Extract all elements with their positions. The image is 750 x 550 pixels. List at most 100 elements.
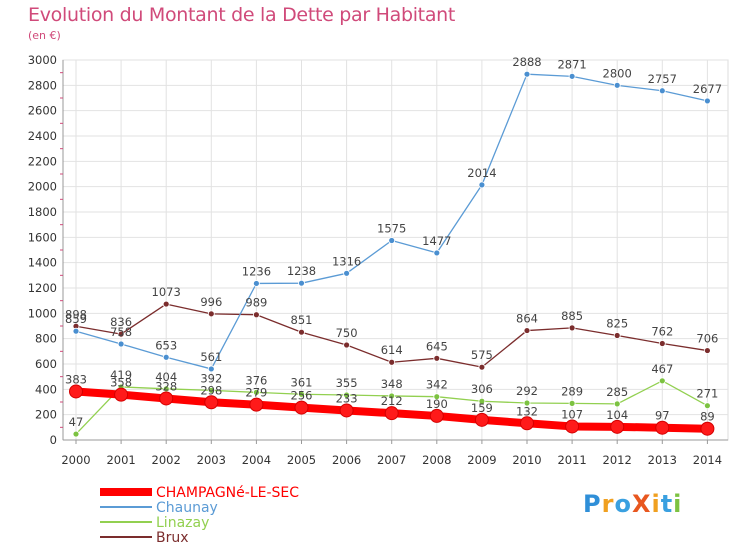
data-label-brux: 1073 bbox=[152, 285, 181, 299]
x-tick-label: 2010 bbox=[512, 453, 541, 467]
data-label-linazay: 47 bbox=[69, 415, 84, 429]
data-label-champagn-le-sec: 256 bbox=[291, 389, 313, 403]
data-point-chaunay bbox=[433, 249, 441, 257]
data-point-brux bbox=[343, 341, 351, 349]
data-label-linazay: 419 bbox=[110, 368, 132, 382]
x-tick-label: 2004 bbox=[242, 453, 271, 467]
data-label-chaunay: 1238 bbox=[287, 264, 316, 278]
proxiti-logo: ProXiti bbox=[583, 490, 682, 518]
data-label-brux: 575 bbox=[471, 348, 493, 362]
data-point-champagn-le-sec bbox=[565, 419, 580, 434]
data-label-brux: 885 bbox=[561, 309, 583, 323]
y-tick-label: 200 bbox=[35, 408, 57, 422]
data-point-brux bbox=[433, 354, 441, 362]
data-label-champagn-le-sec: 279 bbox=[245, 386, 267, 400]
x-tick-label: 2014 bbox=[693, 453, 722, 467]
data-point-champagn-le-sec bbox=[384, 406, 399, 421]
data-label-chaunay: 1236 bbox=[242, 264, 271, 278]
data-label-chaunay: 859 bbox=[65, 312, 87, 326]
data-label-champagn-le-sec: 358 bbox=[110, 376, 132, 390]
data-point-brux bbox=[207, 310, 215, 318]
data-point-linazay bbox=[343, 391, 351, 399]
data-label-brux: 851 bbox=[291, 313, 313, 327]
logo-letter: o bbox=[614, 490, 632, 518]
data-label-brux: 996 bbox=[200, 295, 222, 309]
y-tick-label: 3000 bbox=[28, 53, 57, 67]
data-label-brux: 762 bbox=[651, 324, 673, 338]
data-label-chaunay: 1316 bbox=[332, 254, 361, 268]
logo-letter: i bbox=[651, 490, 661, 518]
y-tick-label: 1000 bbox=[28, 306, 57, 320]
data-label-chaunay: 2871 bbox=[557, 57, 586, 71]
data-point-chaunay bbox=[252, 280, 260, 287]
data-point-brux bbox=[568, 324, 576, 332]
data-point-linazay bbox=[388, 392, 396, 400]
data-label-brux: 645 bbox=[426, 339, 448, 353]
x-tick-label: 2000 bbox=[61, 453, 90, 467]
data-point-champagn-le-sec bbox=[204, 395, 219, 410]
x-tick-label: 2002 bbox=[152, 453, 181, 467]
data-label-brux: 750 bbox=[336, 326, 358, 340]
data-label-chaunay: 758 bbox=[110, 325, 132, 339]
chart-subtitle: (en €) bbox=[28, 29, 61, 42]
data-label-chaunay: 653 bbox=[155, 338, 177, 352]
logo-letter: X bbox=[631, 490, 652, 518]
data-label-chaunay: 2888 bbox=[512, 55, 541, 69]
data-label-linazay: 289 bbox=[561, 384, 583, 398]
data-point-linazay bbox=[72, 430, 80, 438]
data-label-linazay: 355 bbox=[336, 376, 358, 390]
data-label-champagn-le-sec: 159 bbox=[471, 401, 493, 415]
data-point-champagn-le-sec bbox=[249, 397, 264, 412]
data-point-champagn-le-sec bbox=[339, 403, 354, 418]
y-tick-label: 600 bbox=[35, 357, 57, 371]
data-point-brux bbox=[162, 300, 170, 308]
data-label-champagn-le-sec: 104 bbox=[606, 408, 628, 422]
data-label-brux: 825 bbox=[606, 317, 628, 331]
data-label-brux: 614 bbox=[381, 343, 403, 357]
logo-letter: t bbox=[660, 490, 674, 518]
data-point-linazay bbox=[568, 399, 576, 407]
legend-label-linazay: Linazay bbox=[156, 515, 209, 531]
y-tick-label: 1800 bbox=[28, 205, 57, 219]
data-point-linazay bbox=[298, 390, 305, 398]
data-point-champagn-le-sec bbox=[655, 420, 670, 435]
data-point-brux bbox=[252, 311, 260, 319]
y-tick-label: 2000 bbox=[28, 180, 57, 194]
y-tick-label: 1400 bbox=[28, 256, 57, 270]
data-point-brux bbox=[298, 328, 305, 336]
data-label-champagn-le-sec: 328 bbox=[155, 379, 177, 393]
y-tick-label: 400 bbox=[35, 382, 57, 396]
data-label-brux: 864 bbox=[516, 312, 538, 326]
data-point-chaunay bbox=[568, 72, 576, 80]
data-point-champagn-le-sec bbox=[520, 416, 534, 431]
data-point-linazay bbox=[704, 402, 711, 410]
logo-letter: r bbox=[601, 490, 615, 518]
data-point-linazay bbox=[658, 377, 666, 385]
data-point-linazay bbox=[252, 388, 260, 396]
data-point-chaunay bbox=[613, 81, 621, 89]
data-label-chaunay: 2014 bbox=[467, 166, 496, 180]
data-label-champagn-le-sec: 298 bbox=[200, 383, 222, 397]
data-point-chaunay bbox=[658, 87, 666, 95]
x-tick-label: 2013 bbox=[648, 453, 677, 467]
data-label-linazay: 376 bbox=[245, 373, 267, 387]
legend-label-chaunay: Chaunay bbox=[156, 500, 218, 516]
data-point-champagn-le-sec bbox=[69, 384, 83, 399]
data-label-brux: 706 bbox=[696, 332, 718, 346]
data-point-brux bbox=[613, 332, 621, 339]
data-point-linazay bbox=[613, 400, 621, 408]
data-point-linazay bbox=[207, 386, 215, 394]
data-label-chaunay: 1575 bbox=[377, 222, 406, 236]
y-tick-label: 2600 bbox=[28, 104, 57, 118]
y-tick-label: 1600 bbox=[28, 230, 57, 244]
x-tick-label: 2007 bbox=[377, 453, 406, 467]
data-point-linazay bbox=[478, 397, 486, 405]
data-point-brux bbox=[478, 363, 486, 371]
data-point-champagn-le-sec bbox=[700, 421, 715, 436]
data-label-linazay: 342 bbox=[426, 378, 448, 392]
legend-label-champagn-le-sec: CHAMPAGNé-LE-SEC bbox=[156, 485, 299, 501]
y-tick-label: 2200 bbox=[28, 154, 57, 168]
y-tick-label: 0 bbox=[50, 433, 57, 447]
